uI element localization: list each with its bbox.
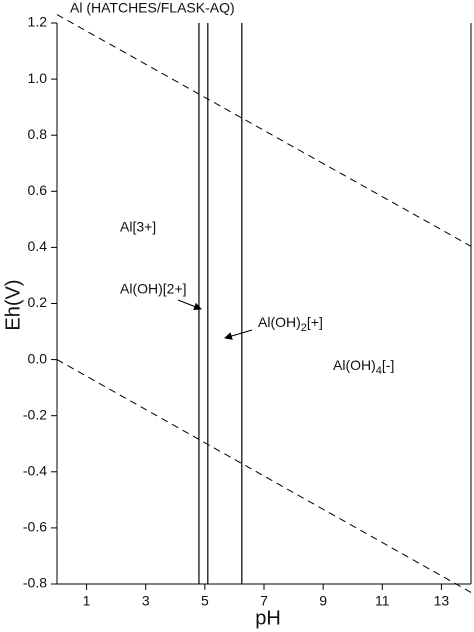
water-line xyxy=(56,359,472,593)
x-tick-label: 3 xyxy=(142,593,150,609)
y-tick-label: 0.8 xyxy=(28,126,48,142)
y-tick-label: -0.6 xyxy=(23,519,47,535)
label-part: Al(OH) xyxy=(258,314,301,330)
y-tick-label: -0.4 xyxy=(23,463,47,479)
arrow xyxy=(177,299,202,311)
y-tick-label: -0.8 xyxy=(23,575,47,591)
x-tick-label: 7 xyxy=(260,593,268,609)
x-axis-label: pH xyxy=(255,607,281,629)
region-label: Al(OH)4[-] xyxy=(333,357,394,377)
label-part: 2 xyxy=(301,322,307,334)
label-part: Al(OH) xyxy=(333,357,376,373)
region-label: Al(OH)[2+] xyxy=(120,281,187,297)
y-tick-label: 0.2 xyxy=(28,294,48,310)
y-tick-label: -0.2 xyxy=(23,406,47,422)
y-tick-label: 0.4 xyxy=(28,238,48,254)
x-tick-label: 5 xyxy=(201,593,209,609)
y-tick-label: 0.0 xyxy=(28,350,48,366)
y-tick-label: 1.2 xyxy=(28,14,48,30)
label-part: 4 xyxy=(376,365,382,377)
label-part: [+] xyxy=(307,314,323,330)
water-line xyxy=(56,14,472,247)
x-tick-label: 1 xyxy=(83,593,91,609)
region-label: Al[3+] xyxy=(120,219,156,235)
x-tick-label: 9 xyxy=(319,593,327,609)
y-axis-label: Eh(V) xyxy=(2,279,24,330)
x-tick-label: 11 xyxy=(375,593,390,609)
y-tick-label: 0.6 xyxy=(28,182,48,198)
chart-title: Al (HATCHES/FLASK-AQ) xyxy=(70,0,235,16)
y-tick-label: 1.0 xyxy=(28,70,48,86)
region-label: Al(OH)2[+] xyxy=(258,314,323,334)
arrow xyxy=(224,329,253,340)
label-part: [-] xyxy=(382,357,394,373)
x-tick-label: 13 xyxy=(434,593,450,609)
